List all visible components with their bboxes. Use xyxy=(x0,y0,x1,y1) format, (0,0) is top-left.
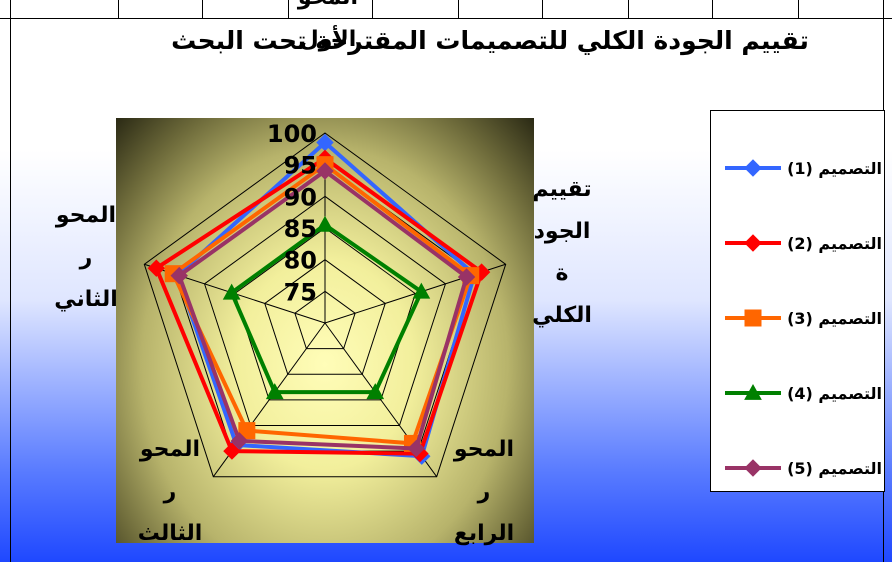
data-point xyxy=(238,422,256,440)
grid-ring xyxy=(203,195,447,426)
axis-label: ر xyxy=(163,479,177,504)
data-point xyxy=(744,383,762,400)
legend-marker-icon xyxy=(725,309,782,327)
grid-column-line xyxy=(542,0,543,18)
grid-ring xyxy=(264,259,386,375)
radial-tick-label: 90 xyxy=(284,183,317,211)
legend-item: التصميم (4) xyxy=(717,378,882,408)
data-point xyxy=(170,266,188,285)
data-point xyxy=(744,159,762,177)
legend-label: التصميم (4) xyxy=(787,383,882,403)
axis-label: الأول xyxy=(300,24,357,52)
radial-tick-label: 95 xyxy=(284,152,317,180)
radar-series xyxy=(147,133,491,465)
axis-label: ر xyxy=(79,245,93,270)
data-point xyxy=(223,442,241,460)
radar-grid xyxy=(143,132,507,478)
series-4 xyxy=(222,215,431,400)
data-point xyxy=(412,282,431,299)
legend-marker-icon xyxy=(725,383,782,400)
grid-column-line xyxy=(288,0,289,18)
legend-marker-icon xyxy=(725,159,782,177)
data-point xyxy=(744,234,762,252)
axis-label: ة xyxy=(556,261,569,286)
series-line xyxy=(229,222,424,395)
series-line xyxy=(170,162,474,446)
data-point xyxy=(316,162,334,180)
data-point xyxy=(457,268,476,286)
radial-tick-label: 85 xyxy=(284,215,317,243)
axis-label: الثالث xyxy=(138,521,203,546)
series-2 xyxy=(147,149,491,463)
grid-ring xyxy=(294,290,356,350)
sheet-left-border xyxy=(10,0,11,562)
radial-tick-labels: 75 80 85 90 95 100 xyxy=(267,120,317,306)
legend-marker-icon xyxy=(725,459,782,477)
radial-tick-label: 100 xyxy=(267,120,317,148)
axis-label: الرابع xyxy=(454,521,514,546)
axis-label: المحو xyxy=(55,203,116,228)
frame-top-row xyxy=(0,0,892,19)
data-point xyxy=(265,383,284,400)
data-point xyxy=(744,459,762,477)
axis-label: الكلي xyxy=(532,303,592,328)
radial-tick-label: 75 xyxy=(284,278,317,306)
axis-labels: المحو الأول تقييم الجود ة الكلي المحو ر الرابع ال… xyxy=(54,0,592,546)
grid-ring xyxy=(143,132,507,478)
legend: التصميم (1) التصميم (2) التصميم (3) التصميم… xyxy=(710,110,885,492)
axis-label: المحو xyxy=(297,0,358,10)
axis-label: الثاني xyxy=(54,287,118,312)
legend-label: التصميم (5) xyxy=(787,458,882,478)
grid-column-line xyxy=(628,0,629,18)
series-line xyxy=(176,168,469,451)
data-point xyxy=(230,432,249,450)
legend-marker-icon xyxy=(725,234,782,252)
grid-column-line xyxy=(798,0,799,18)
data-point xyxy=(407,439,425,458)
axis-label: ر xyxy=(477,479,491,504)
axis-label: الجود xyxy=(534,219,591,244)
legend-label: التصميم (1) xyxy=(787,158,882,178)
axis-label: المحو xyxy=(453,437,514,462)
grid-column-line xyxy=(118,0,119,18)
legend-item: التصميم (2) xyxy=(717,228,882,258)
legend-item: التصميم (3) xyxy=(717,303,882,333)
axis-label: المحو xyxy=(139,437,200,462)
grid-column-line xyxy=(202,0,203,18)
grid-column-line xyxy=(458,0,459,18)
chart-title: تقييم الجودة الكلي للتصميمات المقترحة تح… xyxy=(171,26,809,55)
series-5 xyxy=(170,162,476,458)
legend-label: التصميم (2) xyxy=(787,233,882,253)
legend-label: التصميم (3) xyxy=(787,308,882,328)
axis-label: تقييم xyxy=(532,177,591,202)
data-point xyxy=(147,259,166,277)
grid-column-line xyxy=(372,0,373,18)
data-point xyxy=(366,383,385,400)
data-point xyxy=(316,215,334,232)
data-point xyxy=(744,309,762,327)
data-point xyxy=(222,283,241,300)
grid-column-line xyxy=(712,0,713,18)
series-line xyxy=(153,155,484,456)
radial-tick-label: 80 xyxy=(284,247,317,275)
legend-item: التصميم (5) xyxy=(717,453,882,483)
grid-ring xyxy=(234,227,416,401)
legend-item: التصميم (1) xyxy=(717,153,882,183)
